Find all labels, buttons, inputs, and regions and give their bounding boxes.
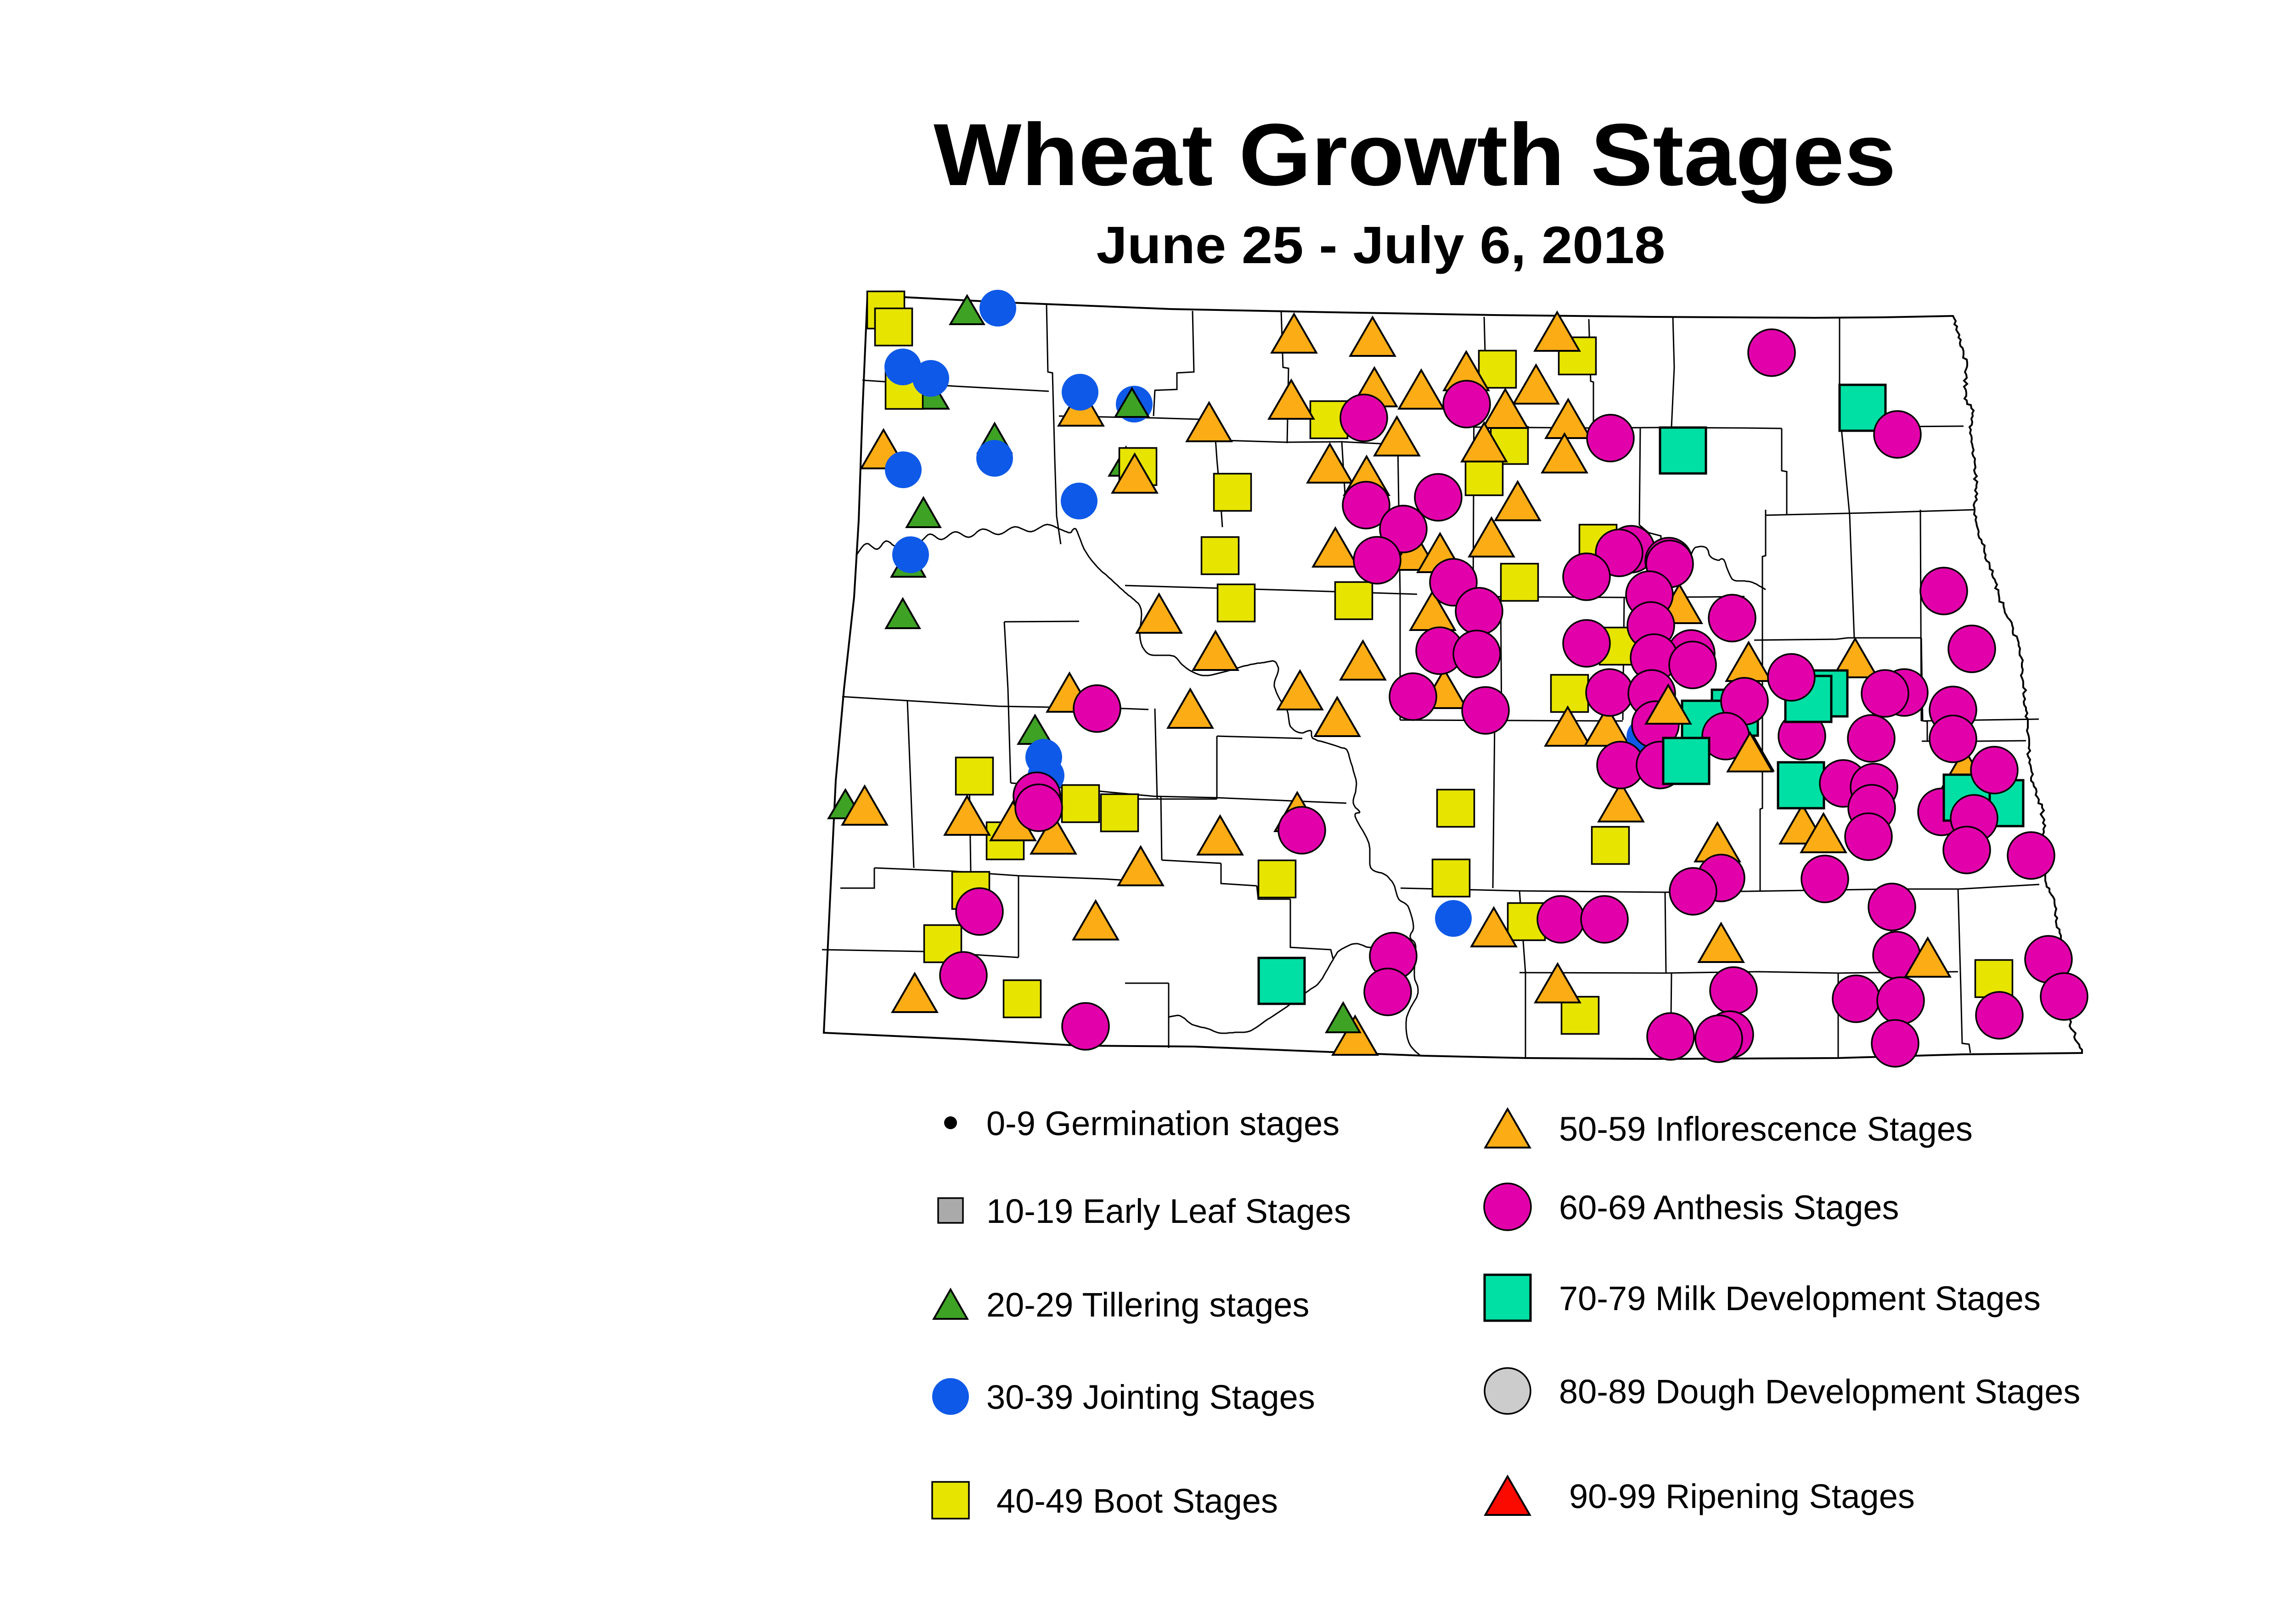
- svg-text:20-29 Tillering stages: 20-29 Tillering stages: [986, 1286, 1309, 1324]
- svg-text:0-9 Germination stages: 0-9 Germination stages: [986, 1104, 1339, 1143]
- svg-text:10-19 Early Leaf Stages: 10-19 Early Leaf Stages: [986, 1192, 1351, 1230]
- svg-text:40-49 Boot Stages: 40-49 Boot Stages: [996, 1482, 1278, 1520]
- svg-text:80-89 Dough Development Stages: 80-89 Dough Development Stages: [1559, 1373, 2080, 1411]
- svg-text:30-39 Jointing Stages: 30-39 Jointing Stages: [986, 1378, 1315, 1416]
- svg-text:90-99 Ripening Stages: 90-99 Ripening Stages: [1569, 1477, 1915, 1515]
- svg-text:June 25 - July 6, 2018: June 25 - July 6, 2018: [1097, 216, 1666, 275]
- svg-text:50-59 Inflorescence Stages: 50-59 Inflorescence Stages: [1559, 1110, 1973, 1148]
- svg-text:Wheat Growth Stages: Wheat Growth Stages: [934, 105, 1896, 204]
- svg-text:70-79 Milk Development Stages: 70-79 Milk Development Stages: [1559, 1279, 2041, 1317]
- svg-text:60-69 Anthesis Stages: 60-69 Anthesis Stages: [1559, 1188, 1899, 1227]
